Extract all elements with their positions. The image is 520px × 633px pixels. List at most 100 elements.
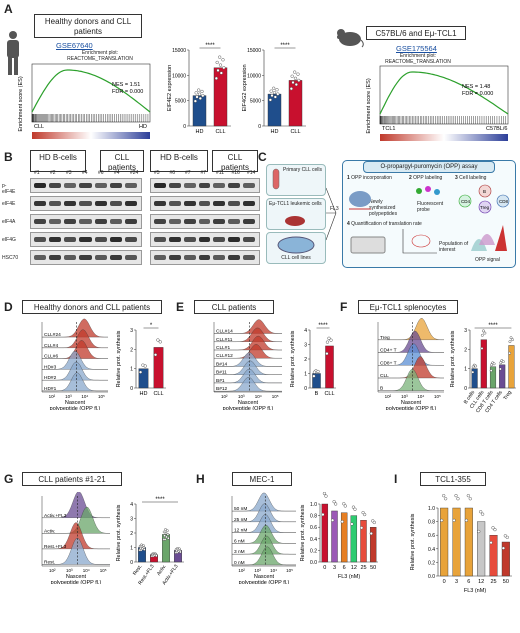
blot-band	[213, 255, 226, 260]
hist-xlabel-1: Nascent	[66, 574, 87, 580]
data-point	[156, 338, 160, 342]
dish-icon	[277, 236, 315, 254]
mouse-right-label: C57BL/6	[486, 126, 507, 132]
lane-label: #1	[34, 170, 40, 176]
panel-h-title-box: MEC-1	[232, 472, 292, 486]
data-point	[509, 336, 513, 340]
blot-group-hd-2: HD B-cells	[150, 150, 208, 172]
data-point	[290, 74, 294, 78]
blot-band	[243, 201, 255, 206]
blot-band	[124, 219, 137, 224]
blot-group-hd-1: HD B-cells	[30, 150, 86, 172]
blot-band	[198, 201, 211, 206]
data-point	[508, 351, 511, 355]
blot-band	[64, 219, 77, 224]
data-point	[481, 512, 485, 516]
mouse-plot-title-1: Enrichment plot:	[399, 53, 437, 59]
blot-band	[228, 183, 241, 188]
blot-strip	[150, 178, 260, 193]
data-point	[143, 364, 147, 368]
blot-row-label: eIF4E	[2, 201, 16, 207]
bar	[477, 521, 486, 577]
data-point	[325, 340, 330, 344]
blot-band	[49, 201, 62, 206]
step1-label: OPP incorporation	[351, 175, 392, 181]
data-point	[456, 497, 460, 501]
y-tick-label: 1.0	[428, 506, 435, 512]
panel-d-title: Healthy donors and CLL patients	[33, 303, 151, 312]
data-point	[353, 507, 357, 511]
bar	[340, 512, 348, 563]
y-tick-label: 0	[464, 386, 467, 392]
sig-stars: ****	[205, 43, 215, 49]
step2: 2 OPP labeling	[409, 175, 453, 181]
data-point	[163, 538, 167, 541]
data-point	[464, 518, 469, 522]
x-tick-label: 3	[333, 565, 336, 571]
blot-strip	[150, 196, 260, 211]
blot-band	[109, 255, 122, 260]
data-point	[312, 370, 317, 374]
bar	[471, 368, 478, 389]
bar	[360, 520, 367, 563]
x-axis-label: FL3 (nM)	[464, 588, 486, 594]
mouse-plot-title: Enrichment plot: REACTOME_TRANSLATION	[378, 53, 458, 65]
blot-band	[198, 237, 211, 242]
histogram	[213, 368, 283, 384]
opp-assay-title: O-propargyl-puromycin (OPP) assay	[363, 161, 495, 173]
blot-band	[154, 219, 166, 224]
blot-row-label: p-eIF4E	[2, 183, 16, 195]
blot-group-cll-1: CLL patients	[100, 150, 144, 172]
mouse-hit-ticks	[379, 116, 506, 124]
y-axis-label: Relative prot. synthesis	[410, 513, 416, 570]
panel-g-title-box: CLL patients #1-21	[22, 472, 122, 486]
data-point	[272, 91, 277, 95]
human-gse-link[interactable]: GSE67640	[56, 41, 93, 50]
human-dataset-box: Healthy donors and CLL patients	[34, 14, 142, 38]
hist-x-tick: 10⁵	[286, 568, 293, 573]
blot-strip	[30, 250, 142, 265]
y-tick-label: 1	[130, 367, 133, 373]
x-tick-label: HD	[196, 129, 204, 135]
histogram-label: B	[380, 386, 383, 392]
mouse-gse-link[interactable]: GSE175564	[396, 44, 437, 53]
data-point	[166, 533, 170, 536]
sig-stars: ****	[280, 43, 290, 49]
human-es-ylabel: Enrichment score (ES)	[18, 76, 24, 131]
sig-stars: ****	[318, 323, 328, 329]
blot-band	[64, 237, 77, 242]
data-point	[330, 518, 335, 522]
bar	[499, 364, 506, 389]
mouse-rank-bar	[380, 134, 508, 141]
y-tick-label: 0.2	[428, 560, 435, 566]
data-point	[165, 535, 168, 539]
y-tick-label: 15000	[172, 48, 186, 54]
blot-band	[79, 201, 92, 206]
bar	[489, 366, 497, 389]
blot-row-label: HSC70	[2, 255, 19, 261]
data-point	[440, 518, 444, 522]
lane-label: #2	[50, 170, 56, 176]
data-point	[511, 338, 514, 342]
data-point	[471, 365, 475, 369]
y-tick-label: 1	[304, 372, 307, 378]
histogram-label: CD8+ T	[380, 360, 397, 366]
y-tick-label: 1	[130, 546, 133, 552]
mouse-left-label: TCL1	[382, 126, 395, 132]
blot-band	[64, 255, 77, 260]
blot-band	[94, 219, 107, 224]
x-axis-label: FL3 (nM)	[338, 574, 360, 580]
data-point	[197, 92, 202, 96]
data-point	[332, 500, 336, 504]
blot-strip	[150, 232, 260, 247]
data-point	[369, 531, 373, 536]
hist-xlabel-2: polypeptide (OPP fl.)	[51, 580, 102, 584]
cell-cd4: CD4	[461, 199, 470, 204]
histogram	[231, 524, 297, 544]
blot-band	[168, 183, 181, 188]
flow-arrows	[326, 187, 337, 241]
blot-group-cll-2-label: CLL patients	[220, 153, 250, 172]
blot-band	[109, 201, 122, 206]
blot-band	[124, 255, 137, 260]
data-point	[334, 502, 338, 506]
